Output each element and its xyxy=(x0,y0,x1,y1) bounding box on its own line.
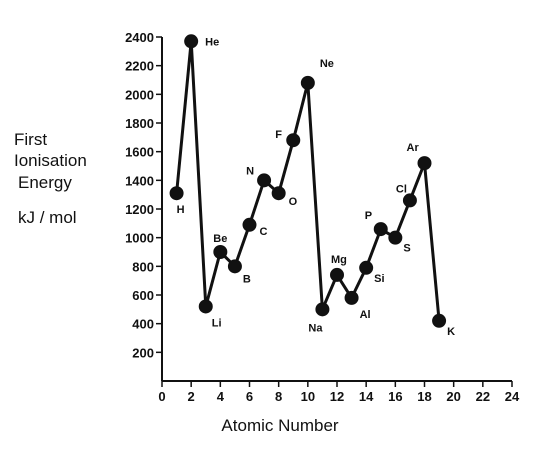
point-label: Ne xyxy=(320,58,334,70)
point-label: K xyxy=(447,326,455,338)
data-point xyxy=(373,222,388,237)
point-label: C xyxy=(260,226,268,238)
data-point xyxy=(286,133,301,148)
data-point xyxy=(271,186,286,201)
data-point xyxy=(242,217,257,232)
point-label: P xyxy=(365,210,372,222)
axis-titles: Atomic Number First Ionisation Energy kJ… xyxy=(14,130,339,435)
point-label: Ar xyxy=(407,142,420,154)
x-tick-label: 10 xyxy=(301,389,315,404)
y-tick-label: 400 xyxy=(132,317,154,332)
x-tick-label: 8 xyxy=(275,389,282,404)
y-tick-label: 200 xyxy=(132,345,154,360)
point-label: Be xyxy=(213,233,227,245)
data-point xyxy=(402,193,417,208)
x-axis-title: Atomic Number xyxy=(221,416,338,435)
point-label: F xyxy=(275,129,282,141)
point-label: He xyxy=(205,36,219,48)
y-tick-label: 1800 xyxy=(125,116,154,131)
x-tick-label: 14 xyxy=(359,389,374,404)
point-label: O xyxy=(289,196,298,208)
x-tick-label: 18 xyxy=(417,389,431,404)
data-point xyxy=(315,302,330,317)
point-label: Al xyxy=(360,309,371,321)
point-labels: H He Li Be B C N O F Ne Na Mg Al Si P S Cl Ar K xyxy=(177,36,456,338)
point-label: Cl xyxy=(396,183,407,195)
data-point xyxy=(184,34,199,49)
point-label: Mg xyxy=(331,254,347,266)
point-label: Li xyxy=(212,317,222,329)
y-tick-label: 1200 xyxy=(125,202,154,217)
data-point xyxy=(344,290,359,305)
data-point xyxy=(330,267,344,282)
point-label: H xyxy=(177,204,185,216)
y-axis-title-line-4: kJ / mol xyxy=(18,208,77,227)
y-tick-label: 1600 xyxy=(125,145,154,160)
y-tick-label: 800 xyxy=(132,259,154,274)
data-point xyxy=(359,260,374,275)
point-label: B xyxy=(243,273,251,285)
y-tick-label: 600 xyxy=(132,288,154,303)
x-tick-label: 20 xyxy=(446,389,460,404)
y-axis-title-line-1: First xyxy=(14,130,47,149)
point-label: Na xyxy=(308,322,323,334)
x-tick-label: 0 xyxy=(158,389,165,404)
series xyxy=(169,34,447,328)
y-tick-label: 2000 xyxy=(125,87,154,102)
x-tick-label: 6 xyxy=(246,389,253,404)
data-point xyxy=(227,259,242,274)
x-tick-label: 12 xyxy=(330,389,344,404)
x-tick-label: 24 xyxy=(505,389,520,404)
x-tick-label: 16 xyxy=(388,389,402,404)
data-point xyxy=(169,186,184,201)
y-axis-title-line-2: Ionisation xyxy=(14,151,87,170)
point-label: S xyxy=(403,243,410,255)
y-tick-label: 2400 xyxy=(125,30,154,45)
y-tick-label: 2200 xyxy=(125,59,154,74)
ticks: 0 2 4 6 8 10 12 14 16 18 20 22 242004006008001000120… xyxy=(125,30,520,404)
data-point xyxy=(417,156,432,171)
data-point xyxy=(388,230,403,245)
data-point xyxy=(300,75,315,90)
data-point xyxy=(198,299,213,314)
point-label: Si xyxy=(374,273,384,285)
y-tick-label: 1400 xyxy=(125,173,154,188)
x-tick-label: 22 xyxy=(476,389,490,404)
data-point xyxy=(213,245,228,259)
y-axis-title-line-3: Energy xyxy=(18,173,72,192)
point-label: N xyxy=(246,165,254,177)
x-tick-label: 2 xyxy=(188,389,195,404)
data-point xyxy=(257,173,272,188)
y-tick-label: 1000 xyxy=(125,231,154,246)
data-point xyxy=(432,313,447,328)
x-tick-label: 4 xyxy=(217,389,225,404)
